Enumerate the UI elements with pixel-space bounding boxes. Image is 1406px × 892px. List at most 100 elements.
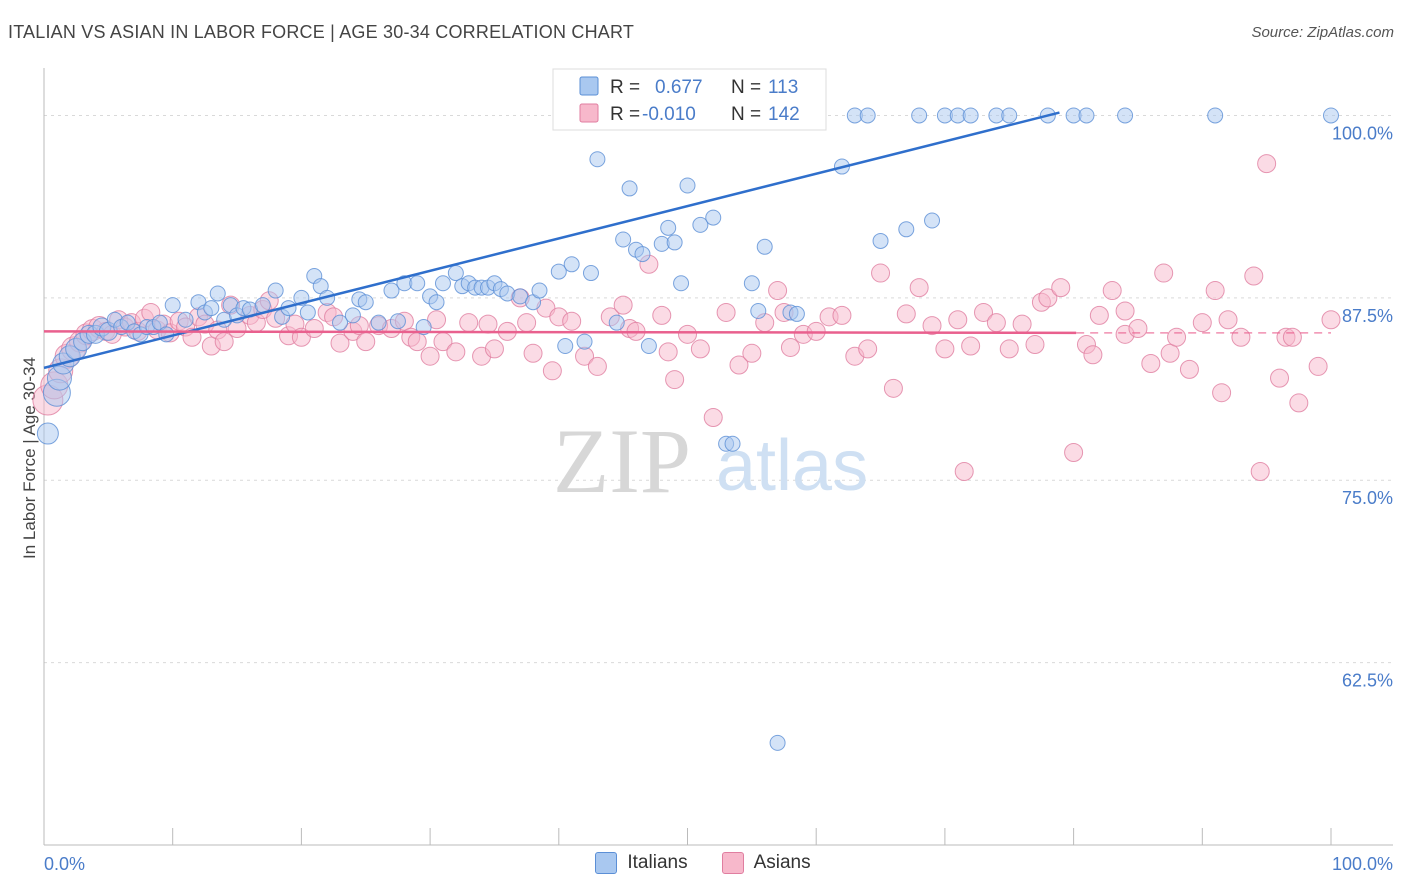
- asians-point-78: [703, 407, 723, 427]
- italians-point-45: [383, 282, 400, 299]
- asians-point-53: [446, 342, 466, 362]
- asians-point-80: [729, 355, 749, 375]
- y-tick-label-0: 62.5%: [1342, 671, 1393, 691]
- italians-point-0: [36, 422, 59, 445]
- italians-point-100: [911, 107, 928, 124]
- asians-point-130: [1270, 368, 1290, 388]
- asians-point-50: [420, 346, 440, 366]
- italians-point-21: [177, 311, 194, 328]
- italians-point-111: [1207, 107, 1224, 124]
- asians-point-60: [517, 313, 537, 333]
- asians-point-57: [484, 339, 504, 359]
- italians-point-46: [389, 313, 406, 330]
- trend-lines: [43, 111, 1331, 370]
- asians-point-83: [768, 281, 788, 301]
- asians-point-116: [1128, 318, 1148, 338]
- italians-point-109: [1078, 107, 1095, 124]
- asians-point-100: [961, 336, 981, 356]
- asians-point-75: [665, 370, 685, 390]
- asians-point-125: [1218, 310, 1238, 330]
- x-tick-label-1: 100.0%: [1332, 854, 1393, 874]
- italians-point-87: [743, 275, 760, 292]
- asians-point-115: [1115, 301, 1135, 321]
- italians-point-25: [209, 285, 226, 302]
- italians-point-88: [750, 302, 767, 319]
- asians-point-41: [330, 333, 350, 353]
- italians-point-36: [299, 304, 316, 321]
- asians-point-51: [427, 310, 447, 330]
- asians-point-38: [304, 318, 324, 338]
- x-tick-labels: 0.0% 100.0%: [44, 854, 1393, 874]
- asians-point-101: [974, 302, 994, 322]
- asians-point-104: [1012, 314, 1032, 334]
- asians-point-118: [1154, 263, 1174, 283]
- asians-point-123: [1205, 281, 1225, 301]
- asians-point-134: [1308, 356, 1328, 376]
- bottom-legend: Italians Asians: [0, 852, 1406, 874]
- asians-point-105: [1025, 335, 1045, 355]
- asians-point-128: [1250, 461, 1270, 481]
- italians-point-73: [621, 180, 638, 197]
- legend-n-value: 113: [768, 77, 798, 98]
- asians-point-49: [407, 332, 427, 352]
- asians-point-135: [1321, 310, 1341, 330]
- asians-point-113: [1102, 281, 1122, 301]
- italians-point-98: [872, 232, 889, 249]
- y-tick-labels: 62.5% 75.0% 87.5% 100.0%: [1332, 123, 1393, 690]
- source-label: Source: ZipAtlas.com: [1251, 24, 1394, 41]
- italians-point-41: [344, 307, 361, 324]
- y-tick-label-3: 100.0%: [1332, 123, 1393, 143]
- asians-point-107: [1038, 288, 1058, 308]
- italians-point-99: [898, 221, 915, 238]
- italians-point-52: [434, 275, 451, 292]
- asians-point-121: [1179, 359, 1199, 379]
- legend-n-label: N =: [731, 104, 761, 125]
- asians-point-67: [587, 356, 607, 376]
- asians-point-76: [678, 324, 697, 344]
- italians-point-71: [608, 314, 625, 331]
- asians-point-85: [780, 337, 800, 357]
- italians-point-92: [788, 305, 805, 322]
- italians-swatch: [595, 852, 618, 874]
- asians-point-122: [1192, 313, 1212, 333]
- italians-point-32: [267, 282, 284, 299]
- x-tick-label-0: 0.0%: [44, 854, 85, 874]
- italians-point-68: [576, 333, 593, 350]
- asians-point-69: [613, 295, 633, 315]
- italians-point-83: [705, 209, 722, 226]
- asians-point-73: [652, 305, 672, 325]
- asians-point-133: [1289, 393, 1309, 413]
- y-tick-label-1: 75.0%: [1342, 488, 1393, 508]
- legend-r-label: R =: [610, 104, 640, 125]
- axes: [43, 68, 1393, 846]
- italians-point-67: [563, 256, 580, 273]
- asians-point-77: [690, 339, 710, 359]
- asians-trend-line: [43, 330, 1077, 335]
- legend-swatch-asians: [579, 103, 599, 123]
- italians-point-101: [924, 212, 941, 229]
- italians-point-40: [332, 314, 349, 331]
- asians-point-97: [935, 339, 955, 359]
- italians-point-44: [370, 314, 387, 331]
- italians-point-43: [357, 294, 374, 311]
- asians-point-111: [1083, 345, 1103, 365]
- asians-point-44: [356, 332, 376, 352]
- asians-point-109: [1064, 443, 1084, 463]
- italians-point-64: [531, 282, 548, 299]
- asians-point-132: [1282, 327, 1302, 347]
- italians-point-75: [634, 246, 651, 263]
- legend-swatch-italians: [579, 76, 599, 96]
- legend-r-label: R =: [610, 77, 640, 98]
- asians-point-117: [1141, 354, 1161, 374]
- watermark-atlas: atlas: [716, 426, 868, 506]
- chart-title: ITALIAN VS ASIAN IN LABOR FORCE | AGE 30…: [8, 22, 635, 42]
- legend-item-asians: Asians: [721, 852, 811, 874]
- asians-point-112: [1089, 305, 1109, 325]
- italians-point-76: [640, 338, 657, 355]
- italians-point-69: [582, 265, 599, 282]
- legend-r-value: 0.677: [655, 77, 703, 98]
- asians-point-56: [478, 314, 498, 334]
- asians-point-89: [832, 305, 852, 325]
- asians-point-120: [1167, 327, 1187, 347]
- asians-point-63: [542, 361, 562, 381]
